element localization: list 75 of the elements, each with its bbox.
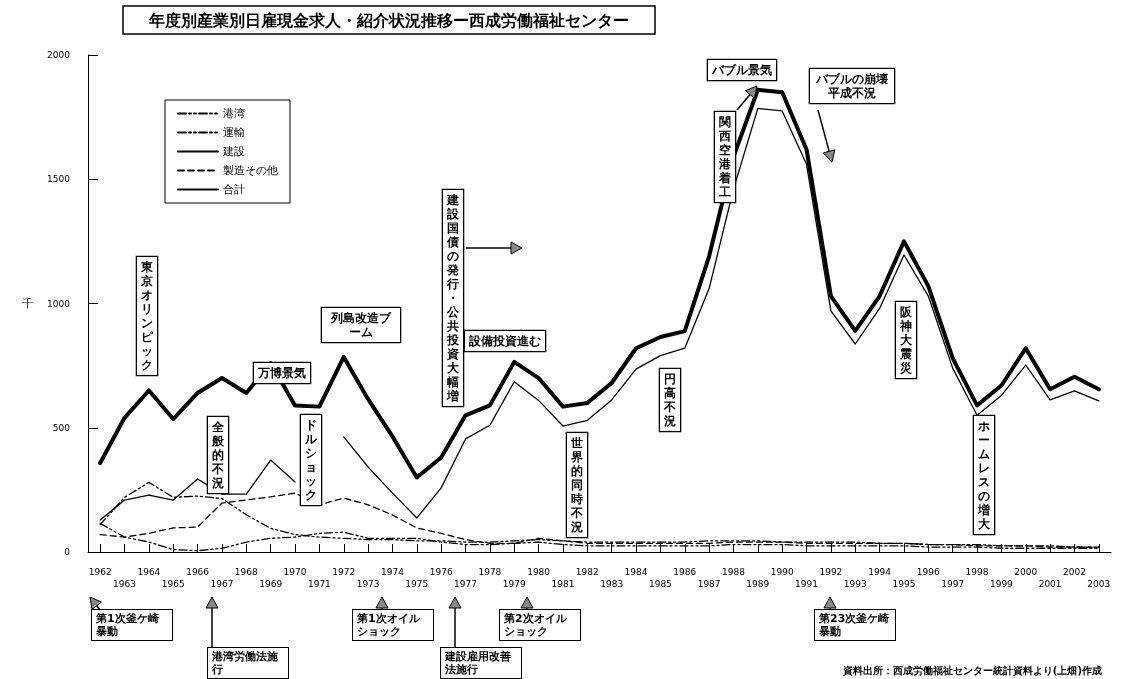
x-tick-label: 1969: [259, 579, 283, 589]
legend-label: 建設: [222, 145, 245, 158]
x-tick-label: 1999: [989, 579, 1014, 589]
x-tick-label: 1997: [941, 579, 965, 589]
x-tick-label: 1984: [624, 567, 648, 577]
x-tick-label: 2003: [1087, 579, 1111, 589]
annotation: 設備投資進む: [468, 334, 541, 348]
x-tick-label: 1981: [551, 579, 575, 589]
x-tick-label: 1974: [381, 567, 405, 577]
x-tick-label: 1964: [137, 567, 161, 577]
x-tick-label: 1980: [527, 567, 551, 577]
x-tick-label: 1986: [673, 567, 697, 577]
x-tick-label: 1995: [892, 579, 916, 589]
y-tick-label: 0: [64, 547, 71, 557]
text: 資料出所：西成労働福祉センター統計資料より(上畑)作成: [841, 664, 1102, 677]
y-axis-title: 千: [22, 297, 33, 310]
y-tick-label: 2000: [47, 50, 71, 60]
x-tick-label: 1983: [600, 579, 624, 589]
x-tick-label: 1996: [916, 567, 941, 577]
x-tick-label: 2000: [1014, 567, 1038, 577]
x-tick-label: 1982: [575, 567, 599, 577]
annotation: バブルの崩壊平成不況: [815, 72, 888, 100]
annotation: 世界的同時不況: [570, 436, 583, 534]
annotation: 円高不況: [663, 372, 676, 428]
chart-title: 年度別産業別日雇現金求人・紹介状況推移ー西成労働福祉センター: [148, 10, 629, 30]
annotation: 万博景気: [257, 366, 306, 380]
x-tick-label: 1993: [843, 579, 867, 589]
x-tick-label: 1972: [332, 567, 356, 577]
annotation: 列島改造ブーム: [330, 311, 392, 339]
x-tick-label: 2001: [1038, 579, 1062, 589]
x-tick-label: 1975: [405, 579, 429, 589]
legend-label: 運輸: [223, 126, 245, 139]
annotation: 全般的不況: [211, 420, 225, 490]
x-tick-label: 1967: [210, 579, 234, 589]
text: 第23次釜ケ崎暴動: [818, 612, 890, 638]
x-tick-label: 1990: [770, 567, 794, 577]
y-tick-label: 500: [52, 422, 71, 433]
x-tick-label: 1985: [648, 579, 672, 589]
y-tick-label: 1000: [47, 298, 71, 309]
annotation: 東京オリンピック: [140, 260, 154, 372]
annotation: ホームレスの増大: [977, 419, 991, 531]
annotation: 阪神大震災: [899, 305, 913, 375]
annotation: ドルショック: [304, 418, 318, 502]
annotation: バブル景気: [711, 63, 772, 77]
x-tick-label: 1966: [186, 567, 210, 577]
x-tick-label: 1970: [283, 567, 307, 577]
x-tick-label: 1971: [307, 579, 331, 589]
x-tick-label: 1965: [161, 579, 185, 589]
text: 第1次オイルショック: [356, 612, 421, 638]
x-tick-label: 1989: [746, 579, 770, 589]
x-tick-label: 1994: [868, 567, 892, 577]
x-tick-label: 1988: [722, 567, 746, 577]
x-tick-label: 1978: [478, 567, 502, 577]
legend-label: 合計: [223, 183, 245, 196]
text: 建設国債の発行・公共投資大幅増: [447, 193, 459, 403]
x-tick-label: 1968: [234, 567, 259, 577]
legend-label: 港湾: [223, 107, 245, 120]
x-tick-label: 1962: [88, 567, 112, 577]
legend-label: 製造その他: [223, 164, 278, 177]
x-tick-label: 1991: [795, 579, 818, 589]
x-tick-label: 1979: [502, 579, 526, 589]
x-tick-label: 1973: [356, 579, 380, 589]
text: 建設雇用改善法施行: [444, 650, 511, 676]
text: 第2次オイルショック: [503, 612, 568, 638]
annotation: 関西空港着工: [718, 115, 732, 199]
text: 港湾労働法施行: [211, 650, 279, 676]
x-tick-label: 1992: [819, 567, 843, 577]
x-tick-label: 1963: [113, 579, 136, 589]
x-tick-label: 1976: [429, 567, 453, 577]
x-tick-label: 1977: [454, 579, 477, 589]
x-tick-label: 1998: [965, 567, 989, 577]
x-tick-label: 2002: [1063, 567, 1086, 577]
y-tick-label: 1500: [47, 174, 71, 185]
x-tick-label: 1987: [697, 579, 721, 589]
text: 第1次釜ケ崎暴動: [95, 612, 159, 638]
